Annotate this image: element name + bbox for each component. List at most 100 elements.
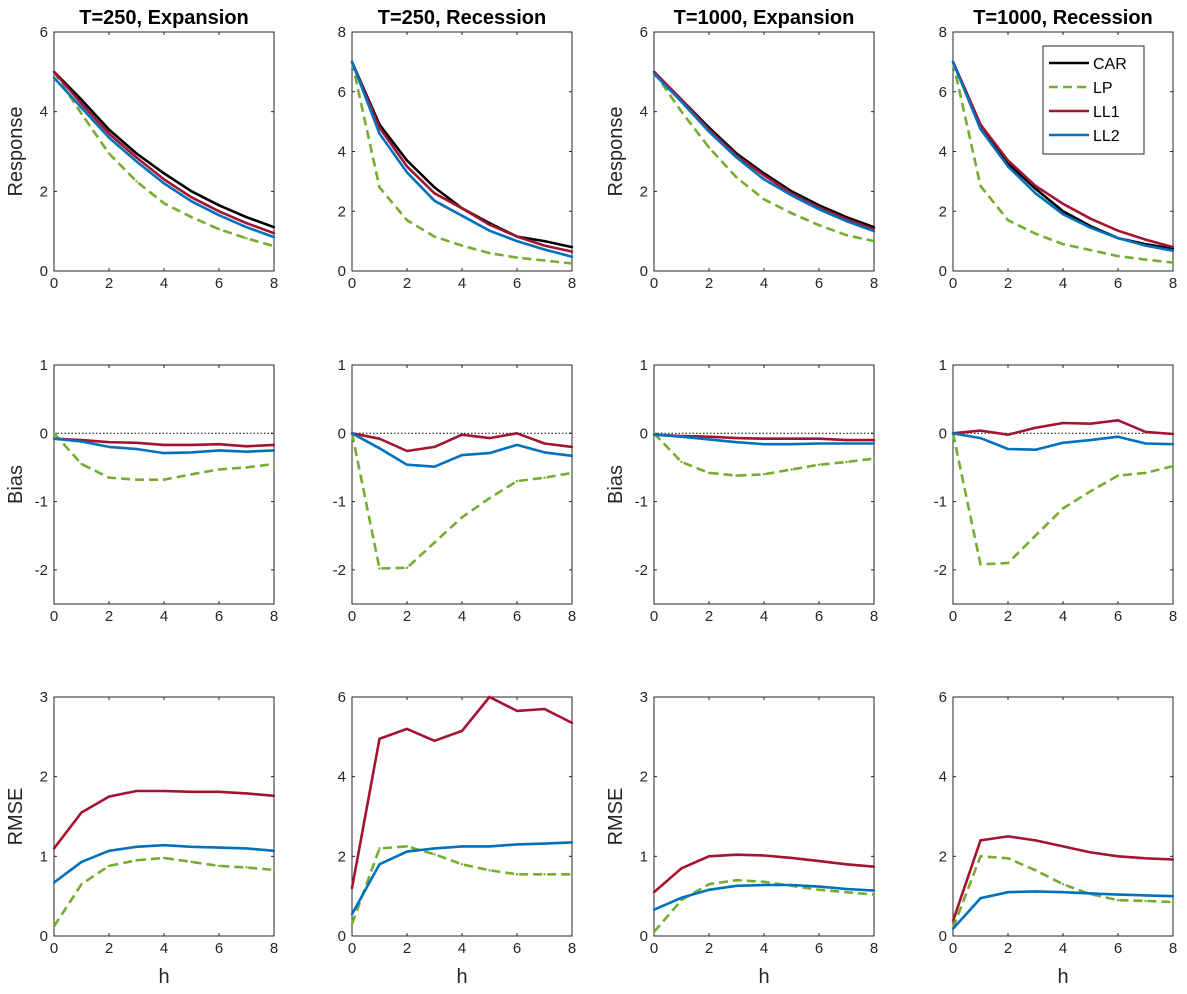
data-point-car [1061, 210, 1065, 213]
data-point-ll2 [872, 229, 876, 233]
y-tick-label: 2 [338, 203, 346, 220]
data-point-ll1 [1171, 432, 1175, 436]
x-tick-label: 0 [949, 940, 957, 957]
data-point-ll2 [1089, 226, 1092, 229]
x-tick-label: 0 [650, 940, 658, 957]
y-tick-label: 1 [939, 357, 947, 374]
data-point-lp [378, 186, 381, 189]
y-tick-label: 0 [640, 263, 648, 280]
data-point-lp [1116, 474, 1120, 477]
data-point-lp [162, 856, 166, 860]
data-point-ll1 [845, 863, 848, 866]
data-point-ll1 [245, 792, 248, 795]
data-point-lp [217, 864, 221, 868]
data-point-ll1 [1061, 421, 1065, 425]
data-point-ll2 [762, 178, 766, 181]
plot-area [53, 696, 275, 937]
x-tick-label: 8 [270, 940, 278, 957]
x-tick-label: 0 [949, 608, 957, 625]
data-point-lp [515, 479, 519, 483]
data-point-lp [135, 180, 138, 183]
legend-label-ll2: LL2 [1093, 128, 1120, 145]
x-tick-label: 8 [270, 275, 278, 292]
data-point-ll2 [1034, 890, 1037, 893]
data-point-ll1 [272, 794, 276, 797]
y-tick-label: 1 [640, 357, 648, 374]
y-tick-label: 4 [338, 144, 346, 161]
data-point-ll1 [1006, 159, 1010, 162]
x-tick-label: 0 [348, 275, 356, 292]
x-tick-label: 4 [160, 275, 168, 292]
data-point-ll2 [1144, 442, 1147, 445]
panel-response-3: 0 2 4 6 8 0 2 4 6 T=1000, Expansion Response [605, 7, 878, 292]
x-tick-label: 8 [1169, 275, 1177, 292]
data-point-ll2 [378, 863, 381, 866]
data-point-lp [543, 259, 546, 262]
panel-bias-2: 0 2 4 6 8 -2 -1 0 1 [333, 357, 577, 625]
data-point-lp [190, 216, 193, 219]
data-point-ll2 [350, 432, 354, 435]
data-point-lp [107, 476, 111, 479]
data-point-ll1 [1061, 202, 1065, 205]
data-point-ll1 [1144, 430, 1147, 434]
data-point-ll2 [405, 850, 409, 853]
x-tick-label: 2 [403, 608, 411, 625]
data-point-lp [979, 855, 982, 858]
data-point-ll2 [272, 235, 276, 239]
x-tick-label: 8 [870, 608, 878, 625]
data-point-ll2 [1116, 435, 1120, 438]
legend-label-ll1: LL1 [1093, 104, 1120, 121]
x-tick-label: 6 [513, 608, 521, 625]
data-point-lp [543, 873, 546, 876]
data-point-ll2 [1144, 244, 1147, 247]
x-tick-label: 6 [1114, 940, 1122, 957]
data-point-lp [80, 883, 83, 886]
data-point-lp [488, 869, 491, 872]
data-point-ll1 [190, 443, 193, 447]
data-point-car [107, 128, 111, 131]
data-point-lp [762, 473, 766, 476]
data-point-ll1 [652, 890, 656, 894]
data-point-ll1 [951, 919, 955, 923]
data-point-ll2 [515, 443, 519, 447]
data-point-lp [1061, 883, 1065, 886]
data-point-ll2 [979, 896, 982, 900]
data-point-ll2 [1171, 443, 1175, 446]
data-point-ll1 [52, 847, 56, 850]
data-point-lp [135, 859, 138, 862]
data-point-ll2 [245, 225, 248, 229]
x-tick-label: 6 [513, 940, 521, 957]
data-point-ll1 [543, 442, 546, 445]
panel-bias-3: 0 2 4 6 8 -2 -1 0 1 Bias [605, 357, 878, 625]
data-point-lp [762, 880, 766, 884]
data-point-ll2 [217, 846, 221, 849]
data-point-ll1 [107, 795, 111, 798]
data-point-ll1 [979, 839, 982, 842]
data-point-lp [979, 184, 982, 188]
data-point-ll1 [460, 433, 464, 436]
x-tick-label: 6 [215, 608, 223, 625]
data-point-ll2 [680, 100, 683, 103]
plot-area [653, 31, 875, 272]
data-point-lp [1006, 857, 1010, 860]
data-point-ll2 [433, 199, 436, 202]
data-point-lp [135, 478, 138, 481]
data-point-ll1 [245, 445, 248, 448]
y-tick-label: 6 [939, 689, 947, 706]
data-point-ll2 [1144, 894, 1147, 897]
data-point-ll1 [762, 174, 766, 177]
x-tick-label: 2 [403, 940, 411, 957]
y-axis-label: Bias [5, 465, 27, 504]
data-point-ll1 [515, 709, 519, 713]
data-point-lp [488, 496, 491, 500]
x-tick-label: 6 [215, 940, 223, 957]
data-point-ll2 [433, 465, 436, 468]
data-point-ll2 [762, 883, 766, 887]
panel-rmse-2: 0 2 4 6 8 0 2 4 6 h [338, 689, 577, 988]
data-point-lp [460, 516, 464, 519]
y-axis-label: Response [605, 106, 627, 196]
x-tick-label: 2 [105, 940, 113, 957]
x-tick-label: 2 [105, 608, 113, 625]
data-point-ll2 [378, 132, 381, 135]
plot-area [351, 696, 573, 937]
